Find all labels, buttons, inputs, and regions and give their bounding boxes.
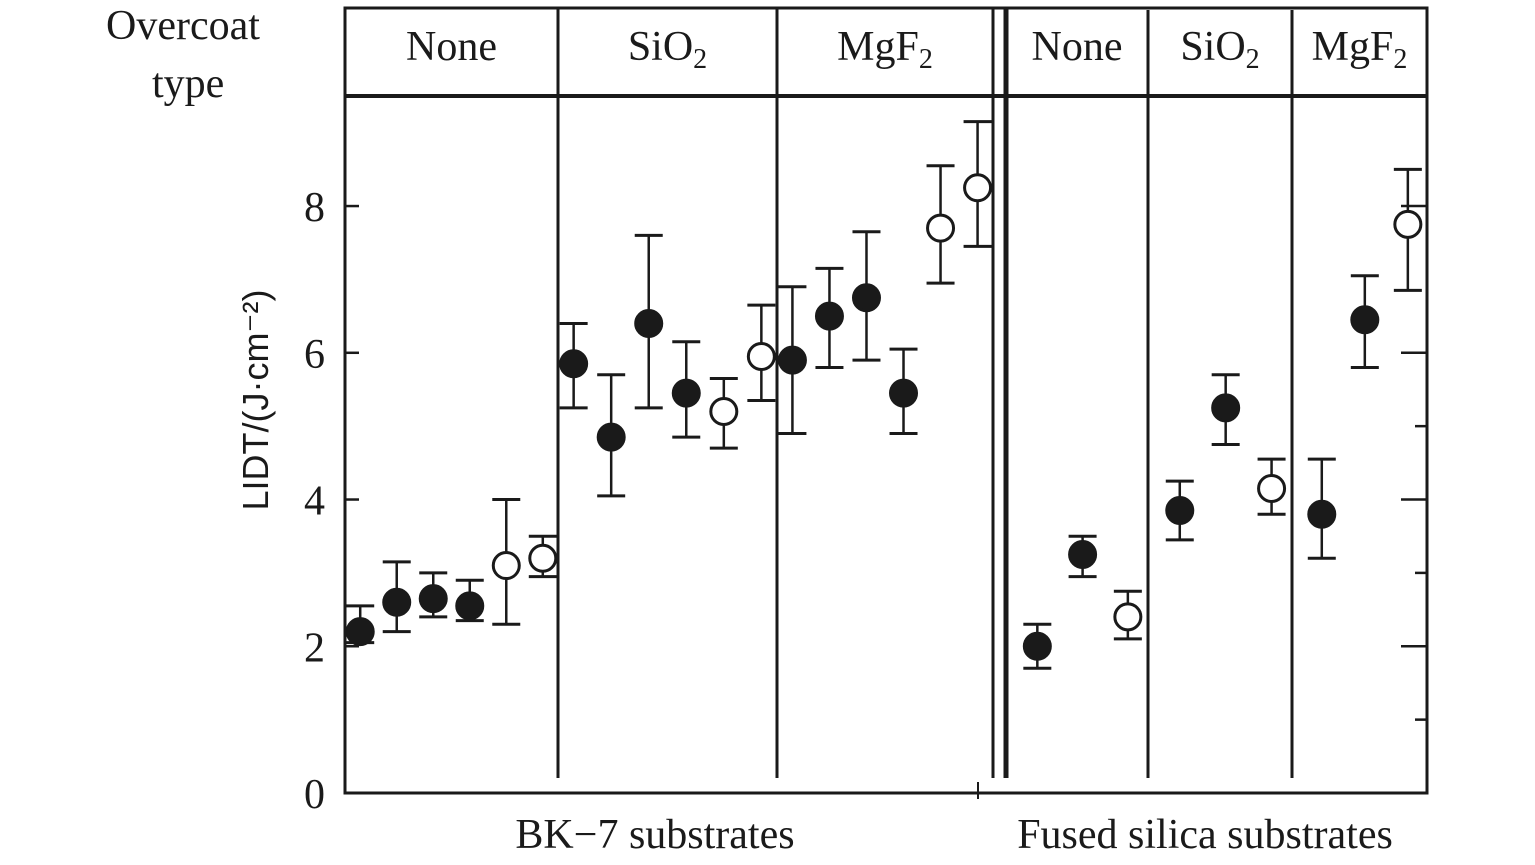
y-tick-label: 0 <box>304 772 325 818</box>
overcoat-header-3: MgF2 <box>837 24 933 75</box>
data-point <box>671 340 701 439</box>
data-point <box>963 120 993 248</box>
open-marker <box>1393 209 1423 239</box>
data-point <box>709 376 739 450</box>
open-marker <box>926 213 956 243</box>
y-axis: 0 2 4 6 8 LIDT/(J·cm⁻²) <box>235 185 1427 818</box>
data-point <box>418 571 448 619</box>
overcoat-type-label-line2: type <box>152 61 225 107</box>
y-tick-label: 8 <box>304 185 325 231</box>
filled-marker <box>1307 499 1337 529</box>
data-point <box>1307 457 1337 560</box>
y-tick-label: 6 <box>304 332 325 378</box>
filled-marker <box>851 283 881 313</box>
y-axis-label: LIDT/(J·cm⁻²) <box>235 290 276 511</box>
open-marker <box>528 543 558 573</box>
data-point <box>455 578 485 623</box>
filled-marker <box>889 378 919 408</box>
data-point <box>491 498 521 626</box>
filled-marker <box>777 345 807 375</box>
substrate-label-1: BK−7 substrates <box>515 812 794 858</box>
data-point <box>926 164 956 285</box>
open-marker <box>1257 474 1287 504</box>
data-point <box>1393 167 1423 292</box>
data-point <box>559 321 589 410</box>
plot-frame <box>343 6 1429 799</box>
data-point <box>1257 457 1287 516</box>
data-point <box>1350 274 1380 369</box>
data-point <box>528 534 558 579</box>
overcoat-header-6: MgF2 <box>1312 24 1408 75</box>
open-marker <box>1113 602 1143 632</box>
filled-marker <box>671 378 701 408</box>
filled-marker <box>455 591 485 621</box>
data-point <box>1068 534 1098 579</box>
data-point <box>777 285 807 435</box>
filled-marker <box>1350 305 1380 335</box>
open-marker <box>709 396 739 426</box>
overcoat-type-label-line1: Overcoat <box>106 3 260 49</box>
substrate-labels: BK−7 substrates Fused silica substrates <box>515 812 1392 858</box>
filled-marker <box>596 422 626 452</box>
open-marker <box>746 341 776 371</box>
data-point <box>1113 589 1143 641</box>
data-point <box>1211 373 1241 446</box>
data-point <box>1165 479 1195 542</box>
filled-marker <box>559 349 589 379</box>
filled-marker <box>382 587 412 617</box>
data-point <box>1022 622 1052 670</box>
filled-marker <box>1165 496 1195 526</box>
y-tick-label: 4 <box>304 479 325 525</box>
substrate-label-2: Fused silica substrates <box>1017 812 1393 858</box>
open-marker <box>963 173 993 203</box>
filled-marker <box>345 617 375 647</box>
data-point <box>746 303 776 402</box>
filled-marker <box>1022 631 1052 661</box>
data-point <box>345 604 375 647</box>
data-point <box>851 230 881 362</box>
plot-border <box>343 6 1429 795</box>
data-point <box>382 560 412 634</box>
data-point <box>634 233 664 410</box>
open-marker <box>491 551 521 581</box>
filled-marker <box>814 301 844 331</box>
data-point <box>814 266 844 369</box>
overcoat-header-1: None <box>406 24 497 70</box>
filled-marker <box>1211 393 1241 423</box>
data-point <box>596 373 626 498</box>
filled-marker <box>1068 540 1098 570</box>
y-tick-label: 2 <box>304 625 325 671</box>
filled-marker <box>418 584 448 614</box>
overcoat-header-4: None <box>1032 24 1123 70</box>
data-points <box>345 120 1423 670</box>
filled-marker <box>634 308 664 338</box>
data-point <box>889 347 919 435</box>
